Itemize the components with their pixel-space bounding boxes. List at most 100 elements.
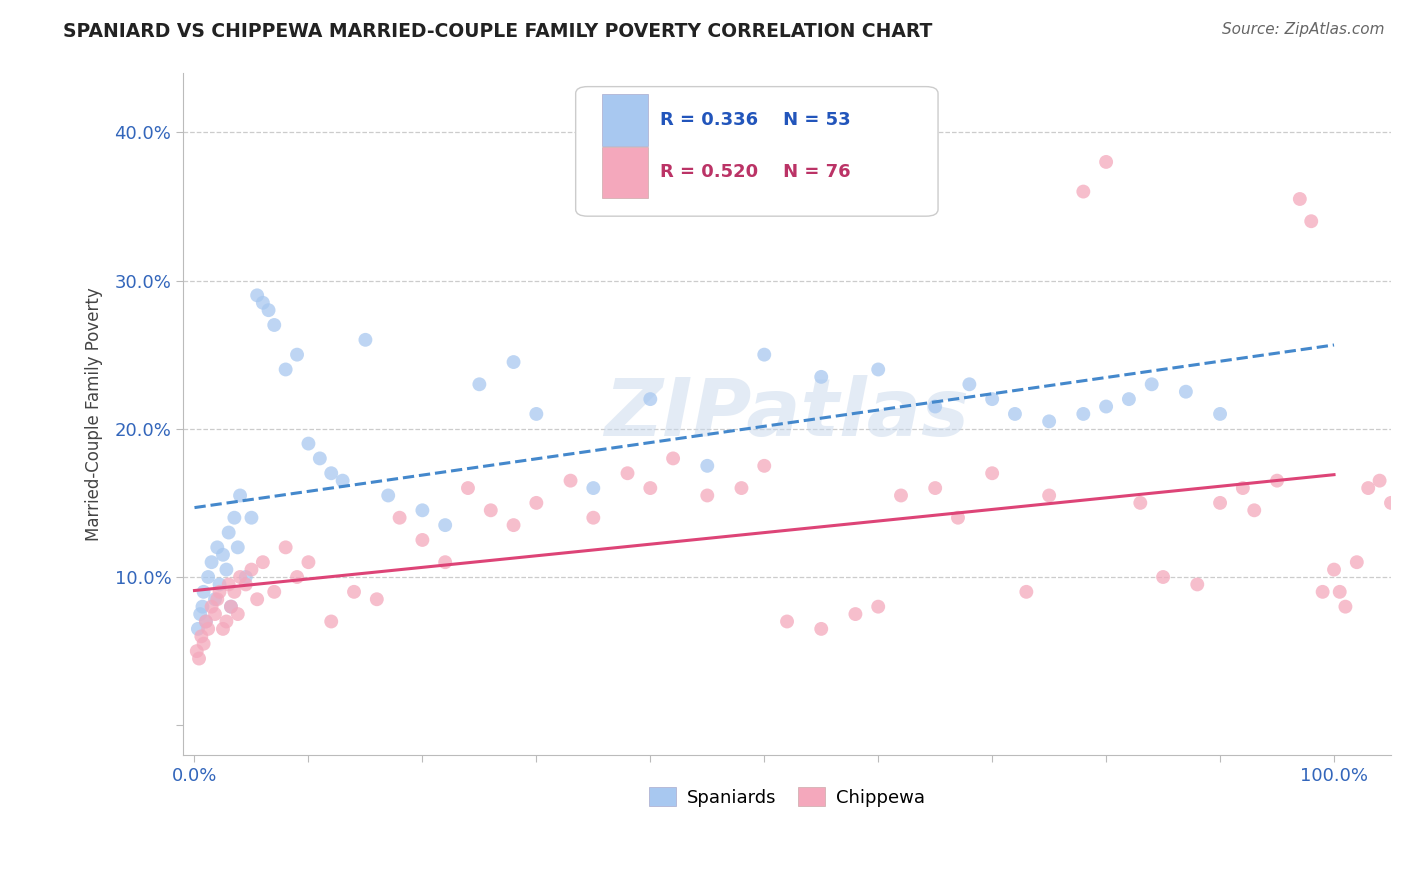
Point — [1073, 185, 1095, 199]
Point — [194, 615, 217, 629]
Point — [890, 488, 912, 502]
Point — [263, 584, 285, 599]
Point — [411, 503, 433, 517]
FancyBboxPatch shape — [602, 146, 648, 198]
Point — [1301, 214, 1323, 228]
Point — [1243, 503, 1265, 517]
Point — [981, 392, 1004, 406]
Legend: Spaniards, Chippewa: Spaniards, Chippewa — [641, 780, 932, 814]
Text: R = 0.336    N = 53: R = 0.336 N = 53 — [661, 111, 851, 129]
Point — [208, 584, 231, 599]
Point — [193, 637, 215, 651]
Point — [252, 555, 274, 569]
Point — [188, 607, 211, 621]
Point — [868, 599, 890, 614]
Point — [946, 510, 969, 524]
Point — [190, 629, 212, 643]
Point — [274, 362, 297, 376]
Point — [186, 644, 208, 658]
Point — [1288, 192, 1310, 206]
Point — [616, 467, 638, 481]
Point — [207, 541, 229, 555]
Point — [1073, 407, 1095, 421]
Point — [810, 622, 832, 636]
Point — [479, 503, 502, 517]
Point — [297, 555, 319, 569]
Point — [215, 563, 238, 577]
Point — [263, 318, 285, 332]
Point — [1232, 481, 1254, 495]
Point — [1265, 474, 1288, 488]
Point — [924, 481, 946, 495]
Point — [218, 525, 240, 540]
Point — [332, 474, 354, 488]
Point — [246, 592, 269, 607]
Point — [981, 467, 1004, 481]
Point — [524, 407, 547, 421]
Point — [957, 377, 980, 392]
Point — [434, 518, 457, 533]
Point — [1187, 577, 1209, 591]
Point — [868, 362, 890, 376]
Point — [354, 333, 377, 347]
Point — [215, 615, 238, 629]
Point — [321, 615, 343, 629]
Point — [776, 615, 799, 629]
Y-axis label: Married-Couple Family Poverty: Married-Couple Family Poverty — [86, 287, 103, 541]
Point — [1391, 488, 1406, 502]
Point — [1152, 570, 1174, 584]
Text: ZIPatlas: ZIPatlas — [605, 375, 970, 453]
Point — [1329, 584, 1351, 599]
FancyBboxPatch shape — [575, 87, 938, 216]
Point — [285, 570, 308, 584]
Point — [204, 592, 226, 607]
Point — [218, 577, 240, 591]
Point — [308, 451, 330, 466]
Point — [1038, 414, 1060, 428]
Point — [696, 488, 718, 502]
Text: SPANIARD VS CHIPPEWA MARRIED-COUPLE FAMILY POVERTY CORRELATION CHART: SPANIARD VS CHIPPEWA MARRIED-COUPLE FAMI… — [63, 22, 932, 41]
Point — [200, 555, 222, 569]
Point — [1095, 155, 1118, 169]
Point — [219, 599, 242, 614]
Point — [366, 592, 388, 607]
Point — [1379, 496, 1402, 510]
Point — [297, 436, 319, 450]
Point — [1209, 407, 1232, 421]
Point — [1004, 407, 1026, 421]
Point — [640, 481, 662, 495]
Point — [457, 481, 479, 495]
Point — [1038, 488, 1060, 502]
FancyBboxPatch shape — [602, 95, 648, 145]
Point — [640, 392, 662, 406]
Point — [754, 348, 776, 362]
Point — [219, 599, 242, 614]
Point — [662, 451, 685, 466]
Point — [226, 541, 249, 555]
Point — [582, 510, 605, 524]
Point — [844, 607, 866, 621]
Point — [246, 288, 269, 302]
Point — [810, 370, 832, 384]
Point — [924, 400, 946, 414]
Point — [197, 570, 219, 584]
Point — [524, 496, 547, 510]
Point — [1118, 392, 1140, 406]
Point — [502, 355, 524, 369]
Point — [252, 295, 274, 310]
Point — [754, 458, 776, 473]
Text: Source: ZipAtlas.com: Source: ZipAtlas.com — [1222, 22, 1385, 37]
Point — [502, 518, 524, 533]
Point — [193, 584, 215, 599]
Point — [212, 622, 235, 636]
Point — [257, 303, 280, 318]
Point — [1129, 496, 1152, 510]
Point — [1346, 555, 1368, 569]
Point — [1015, 584, 1038, 599]
Point — [1095, 400, 1118, 414]
Text: R = 0.520    N = 76: R = 0.520 N = 76 — [661, 163, 851, 181]
Point — [200, 599, 222, 614]
Point — [434, 555, 457, 569]
Point — [274, 541, 297, 555]
Point — [1403, 481, 1406, 495]
